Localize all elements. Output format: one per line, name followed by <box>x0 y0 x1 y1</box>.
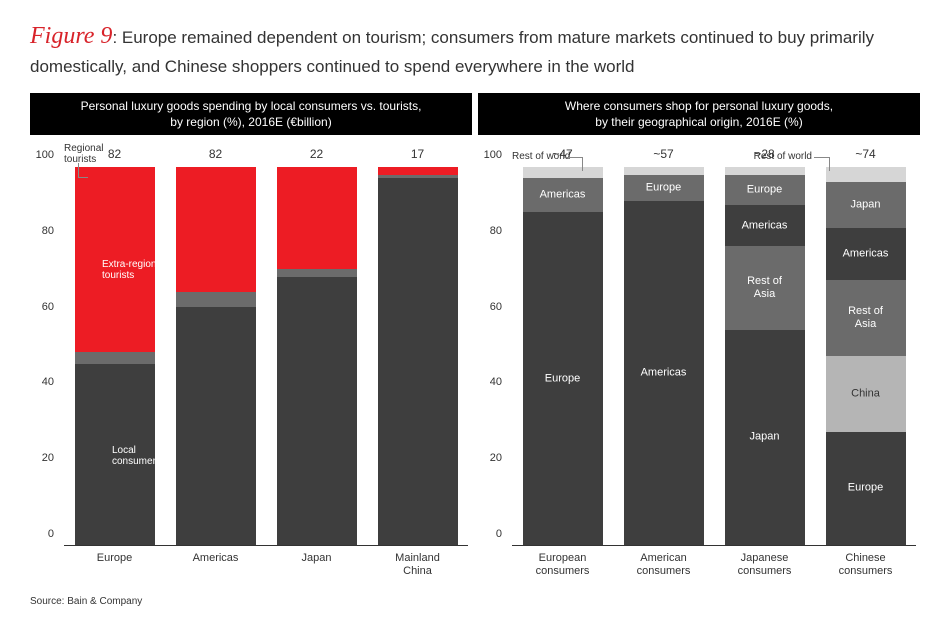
bar-column: 82 <box>75 167 155 545</box>
bar-segment: Rest of Asia <box>826 280 906 356</box>
bar-segment <box>523 167 603 178</box>
bar-column: EuropeAmericas~57 <box>624 167 704 545</box>
chart-left: 020406080100 82822217 EuropeAmericasJapa… <box>30 135 472 569</box>
y-tick: 20 <box>42 452 54 464</box>
x-axis-label: American consumers <box>624 552 704 578</box>
caption-text: Europe remained dependent on tourism; co… <box>30 28 874 76</box>
annot-rest-of-world-1: Rest of world <box>512 151 570 162</box>
bar-segment: Europe <box>523 212 603 545</box>
bar-segment <box>277 167 357 269</box>
bar-segment: Europe <box>725 175 805 205</box>
y-tick: 60 <box>490 301 502 313</box>
bar-segment: Americas <box>725 205 805 247</box>
segment-label: Rest of Asia <box>848 305 883 331</box>
bar-top-value: 22 <box>310 147 323 161</box>
annot-local-consumers: Local consumers <box>112 445 161 467</box>
y-tick: 0 <box>496 528 502 540</box>
y-tick: 0 <box>48 528 54 540</box>
segment-label: Japan <box>851 198 881 211</box>
bar-column: 82 <box>176 167 256 545</box>
bar-top-value: 82 <box>108 147 121 161</box>
y-tick: 80 <box>42 225 54 237</box>
figure-number: Figure 9 <box>30 23 112 49</box>
bar-top-value: ~57 <box>653 147 673 161</box>
bar-column: AmericasEurope~47 <box>523 167 603 545</box>
segment-label: Americas <box>843 247 889 260</box>
bar-segment <box>725 167 805 175</box>
y-tick: 80 <box>490 225 502 237</box>
segment-label: Europe <box>545 372 580 385</box>
bar-segment: Rest of Asia <box>725 246 805 329</box>
segment-label: China <box>851 387 880 400</box>
bar-column: 22 <box>277 167 357 545</box>
bar-segment <box>176 292 256 307</box>
bar-segment <box>277 277 357 545</box>
y-tick: 20 <box>490 452 502 464</box>
x-axis-label: Europe <box>75 552 155 578</box>
figure-caption: Figure 9: Europe remained dependent on t… <box>30 18 920 80</box>
y-tick: 40 <box>490 376 502 388</box>
bar-column: JapanAmericasRest of AsiaChinaEurope~74 <box>826 167 906 545</box>
bar-segment: Americas <box>624 201 704 545</box>
x-axis-label: Japanese consumers <box>725 552 805 578</box>
segment-label: Europe <box>646 181 681 194</box>
x-axis-label: Japan <box>277 552 357 578</box>
panel-right-title: Where consumers shop for personal luxury… <box>478 93 920 135</box>
panel-right: Where consumers shop for personal luxury… <box>478 93 920 569</box>
segment-label: Europe <box>848 482 883 495</box>
bar-segment: Europe <box>624 175 704 201</box>
x-axis-label: Chinese consumers <box>826 552 906 578</box>
bar-segment: Americas <box>523 178 603 212</box>
segment-label: Europe <box>747 183 782 196</box>
panel-left: Personal luxury goods spending by local … <box>30 93 472 569</box>
segment-label: Americas <box>540 189 586 202</box>
y-tick: 40 <box>42 376 54 388</box>
bar-segment <box>176 167 256 292</box>
bar-segment <box>277 269 357 277</box>
bar-segment <box>176 307 256 545</box>
bar-top-value: ~74 <box>855 147 875 161</box>
bar-segment: Europe <box>826 432 906 545</box>
x-axis-label: Mainland China <box>378 552 458 578</box>
bar-segment <box>378 178 458 545</box>
bar-segment <box>826 167 906 182</box>
y-tick: 100 <box>484 149 502 161</box>
annot-regional-tourists: Regional tourists <box>64 143 103 165</box>
bar-segment: Japan <box>725 330 805 545</box>
x-axis-label: European consumers <box>523 552 603 578</box>
segment-label: Americas <box>742 219 788 232</box>
chart-right: 020406080100 AmericasEurope~47EuropeAmer… <box>478 135 920 569</box>
source-note: Source: Bain & Company <box>30 596 142 607</box>
y-tick: 100 <box>36 149 54 161</box>
bar-top-value: 17 <box>411 147 424 161</box>
segment-label: Japan <box>750 431 780 444</box>
panel-left-title: Personal luxury goods spending by local … <box>30 93 472 135</box>
bar-segment <box>624 167 704 175</box>
annot-extra-regional: Extra-regional tourists <box>102 259 164 281</box>
bar-segment: China <box>826 356 906 432</box>
bar-column: EuropeAmericasRest of AsiaJapan~28 <box>725 167 805 545</box>
annot-rest-of-world-2: Rest of world <box>754 151 812 162</box>
segment-label: Americas <box>641 366 687 379</box>
y-tick: 60 <box>42 301 54 313</box>
bar-segment: Japan <box>826 182 906 227</box>
segment-label: Rest of Asia <box>747 275 782 301</box>
bar-segment: Americas <box>826 228 906 281</box>
caption-sep: : <box>112 28 121 47</box>
bar-top-value: 82 <box>209 147 222 161</box>
bar-column: 17 <box>378 167 458 545</box>
x-axis-label: Americas <box>176 552 256 578</box>
bar-segment <box>378 167 458 175</box>
bar-segment <box>75 352 155 363</box>
